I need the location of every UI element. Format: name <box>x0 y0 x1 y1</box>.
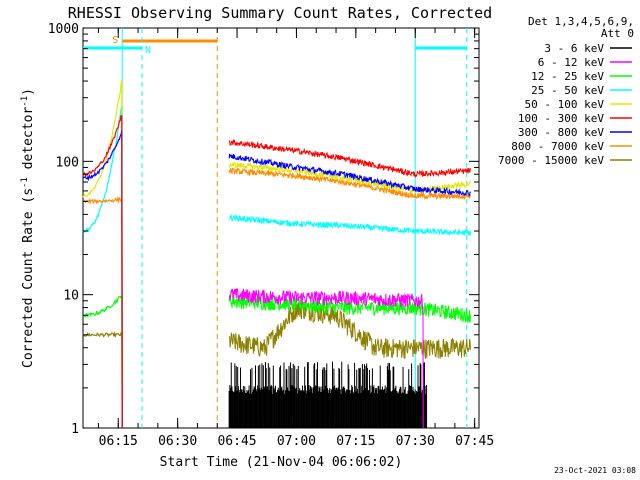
legend-entry-label: 25 - 50 keV <box>531 84 604 97</box>
y-axis-ticks: 1 10 100 1000 <box>48 22 479 437</box>
x-axis-label: Start Time (21-Nov-04 06:06:02) <box>160 455 403 470</box>
y-axis-label-end: ) <box>21 88 36 96</box>
series-line-post <box>228 288 424 429</box>
legend-entry-label: 3 - 6 keV <box>544 42 604 55</box>
footer-timestamp: 23-Oct-2021 03:08 <box>554 466 636 475</box>
y-axis-label: Corrected Count Rate (s-1 detector-1) <box>20 88 36 368</box>
series-line-post <box>228 161 471 194</box>
x-tick-label: 07:15 <box>336 434 375 449</box>
x-tick-label: 06:30 <box>158 434 197 449</box>
series-line-post <box>228 294 471 323</box>
flag-label: N <box>145 45 151 56</box>
x-tick-label: 06:45 <box>217 434 256 449</box>
x-tick-label: 07:30 <box>396 434 435 449</box>
chart-title: RHESSI Observing Summary Count Rates, Co… <box>68 4 492 22</box>
series-line-post <box>229 213 471 236</box>
y-tick-label: 10 <box>63 289 79 304</box>
y-tick-label: 1000 <box>48 22 79 37</box>
x-tick-label: 07:45 <box>455 434 494 449</box>
legend-entry-label: 6 - 12 keV <box>538 56 605 69</box>
svg-text:Corrected Count Rate (s-1 dete: Corrected Count Rate (s-1 detector-1) <box>20 88 36 368</box>
legend-header-line: Det 1,3,4,5,6,9, <box>528 15 634 28</box>
legend-entry-label: 300 - 800 keV <box>518 126 604 139</box>
series-line-pre <box>82 295 123 429</box>
legend-entry-label: 100 - 300 keV <box>518 112 604 125</box>
y-axis-label-sup2: -1 <box>20 96 30 107</box>
y-tick-label: 1 <box>71 422 79 437</box>
x-tick-label: 07:00 <box>277 434 316 449</box>
legend-entry-label: 800 - 7000 keV <box>511 140 604 153</box>
y-axis-label-sup1: -1 <box>20 177 30 188</box>
series-line-pre <box>82 195 123 429</box>
flags-group: SN <box>83 35 467 56</box>
y-axis-label-mid: detector <box>21 107 36 178</box>
series-line-pre <box>82 79 123 429</box>
series-line-pre <box>82 105 123 429</box>
x-tick-label: 06:15 <box>99 434 138 449</box>
series-line-pre <box>82 114 123 429</box>
series-line-post <box>228 167 471 201</box>
flag-label: S <box>112 35 118 46</box>
series-line-post <box>228 300 471 359</box>
y-axis-label-main: Corrected Count Rate (s <box>21 188 36 368</box>
legend-header-line: Att 0 <box>601 27 634 40</box>
series-group <box>82 79 471 429</box>
legend-entry-label: 7000 - 15000 keV <box>498 154 604 167</box>
legend-entry-label: 50 - 100 keV <box>525 98 605 111</box>
series-line-post <box>228 153 471 197</box>
legend-entry-label: 12 - 25 keV <box>531 70 604 83</box>
series-line-post <box>228 138 471 178</box>
y-tick-label: 100 <box>56 155 79 170</box>
series-line-pre <box>82 330 123 429</box>
x-axis-ticks: 06:15 06:30 06:45 07:00 07:15 07:30 07:45 <box>97 28 494 449</box>
series-line-pre <box>82 130 123 429</box>
